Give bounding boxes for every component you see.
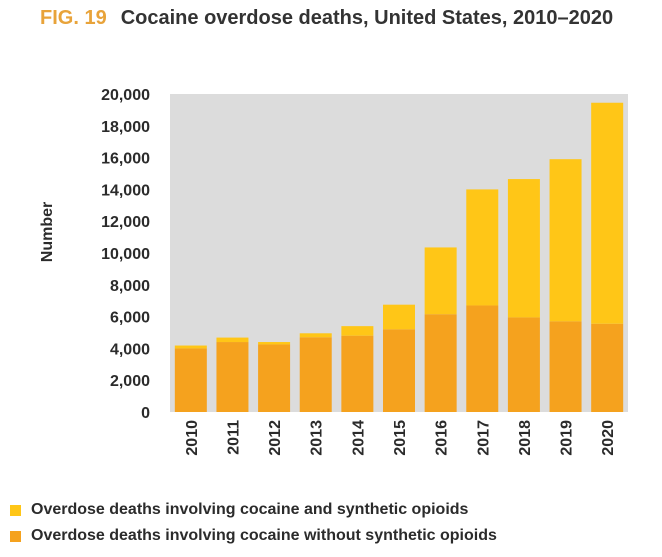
x-tick-label: 2019 (559, 420, 576, 456)
chart-title: Cocaine overdose deaths, United States, … (120, 7, 614, 29)
bar-with-synthetic-opioids (383, 304, 415, 330)
bar-with-synthetic-opioids (258, 342, 291, 345)
bar-without-synthetic-opioids (258, 344, 291, 412)
legend-swatch (10, 530, 21, 542)
x-tick-label: 2020 (600, 420, 617, 456)
bar-with-synthetic-opioids (216, 337, 249, 343)
y-tick-label: 6,000 (110, 310, 150, 327)
chart-title-block: FIG. 19 Cocaine overdose deaths, United S… (40, 6, 650, 30)
x-tick-label: 2015 (392, 420, 409, 456)
bar-with-synthetic-opioids (591, 102, 624, 324)
x-tick-label: 2018 (517, 420, 534, 456)
legend-item: Overdose deaths involving cocaine and sy… (10, 497, 660, 523)
y-tick-label: 0 (141, 405, 150, 422)
bar-with-synthetic-opioids (341, 326, 374, 336)
bars-group (174, 102, 624, 412)
bar-with-synthetic-opioids (299, 333, 332, 338)
legend-label: Overdose deaths involving cocaine withou… (31, 527, 497, 544)
chart: 0 2,000 4,000 6,000 8,000 10,000 12,000 14,000 1… (39, 87, 628, 456)
x-tick-label: 2013 (309, 420, 326, 456)
x-tick-label: 2011 (225, 420, 242, 455)
y-tick-label: 4,000 (110, 341, 150, 358)
x-tick-label: 2012 (267, 420, 284, 456)
y-axis-ticks: 0 2,000 4,000 6,000 8,000 10,000 12,000 14,000 1… (101, 87, 150, 422)
x-tick-label: 2016 (434, 420, 451, 456)
bar-without-synthetic-opioids (549, 321, 582, 412)
bar-without-synthetic-opioids (174, 348, 207, 412)
bar-with-synthetic-opioids (549, 159, 582, 322)
bar-without-synthetic-opioids (216, 342, 249, 412)
bar-without-synthetic-opioids (424, 314, 457, 412)
y-tick-label: 16,000 (101, 151, 150, 168)
x-axis-ticks: 2010 2011 2012 2013 2014 2015 2016 2017 2018 2019… (184, 420, 617, 456)
bar-with-synthetic-opioids (424, 247, 457, 315)
y-tick-label: 12,000 (101, 214, 150, 231)
bar-without-synthetic-opioids (299, 337, 332, 412)
y-tick-label: 2,000 (110, 373, 150, 390)
legend-swatch (10, 504, 21, 516)
x-tick-label: 2010 (184, 420, 201, 456)
legend: Overdose deaths involving cocaine and sy… (10, 497, 660, 549)
bar-without-synthetic-opioids (591, 323, 624, 412)
figure-label: FIG. 19 (40, 7, 107, 29)
x-tick-label: 2014 (350, 420, 367, 456)
legend-item: Overdose deaths involving cocaine withou… (10, 523, 660, 549)
bar-without-synthetic-opioids (383, 329, 415, 412)
y-tick-label: 18,000 (101, 119, 150, 136)
y-tick-label: 10,000 (101, 246, 150, 263)
y-axis-title: Number (39, 202, 56, 262)
bar-without-synthetic-opioids (341, 335, 374, 412)
y-tick-label: 14,000 (101, 182, 150, 199)
bar-with-synthetic-opioids (466, 189, 499, 306)
bar-with-synthetic-opioids (507, 179, 540, 318)
y-tick-label: 20,000 (101, 87, 150, 104)
legend-label: Overdose deaths involving cocaine and sy… (31, 501, 469, 518)
y-tick-label: 8,000 (110, 278, 150, 295)
x-tick-label: 2017 (475, 420, 492, 456)
bar-without-synthetic-opioids (466, 305, 499, 412)
bar-with-synthetic-opioids (174, 345, 207, 349)
bar-without-synthetic-opioids (507, 317, 540, 412)
